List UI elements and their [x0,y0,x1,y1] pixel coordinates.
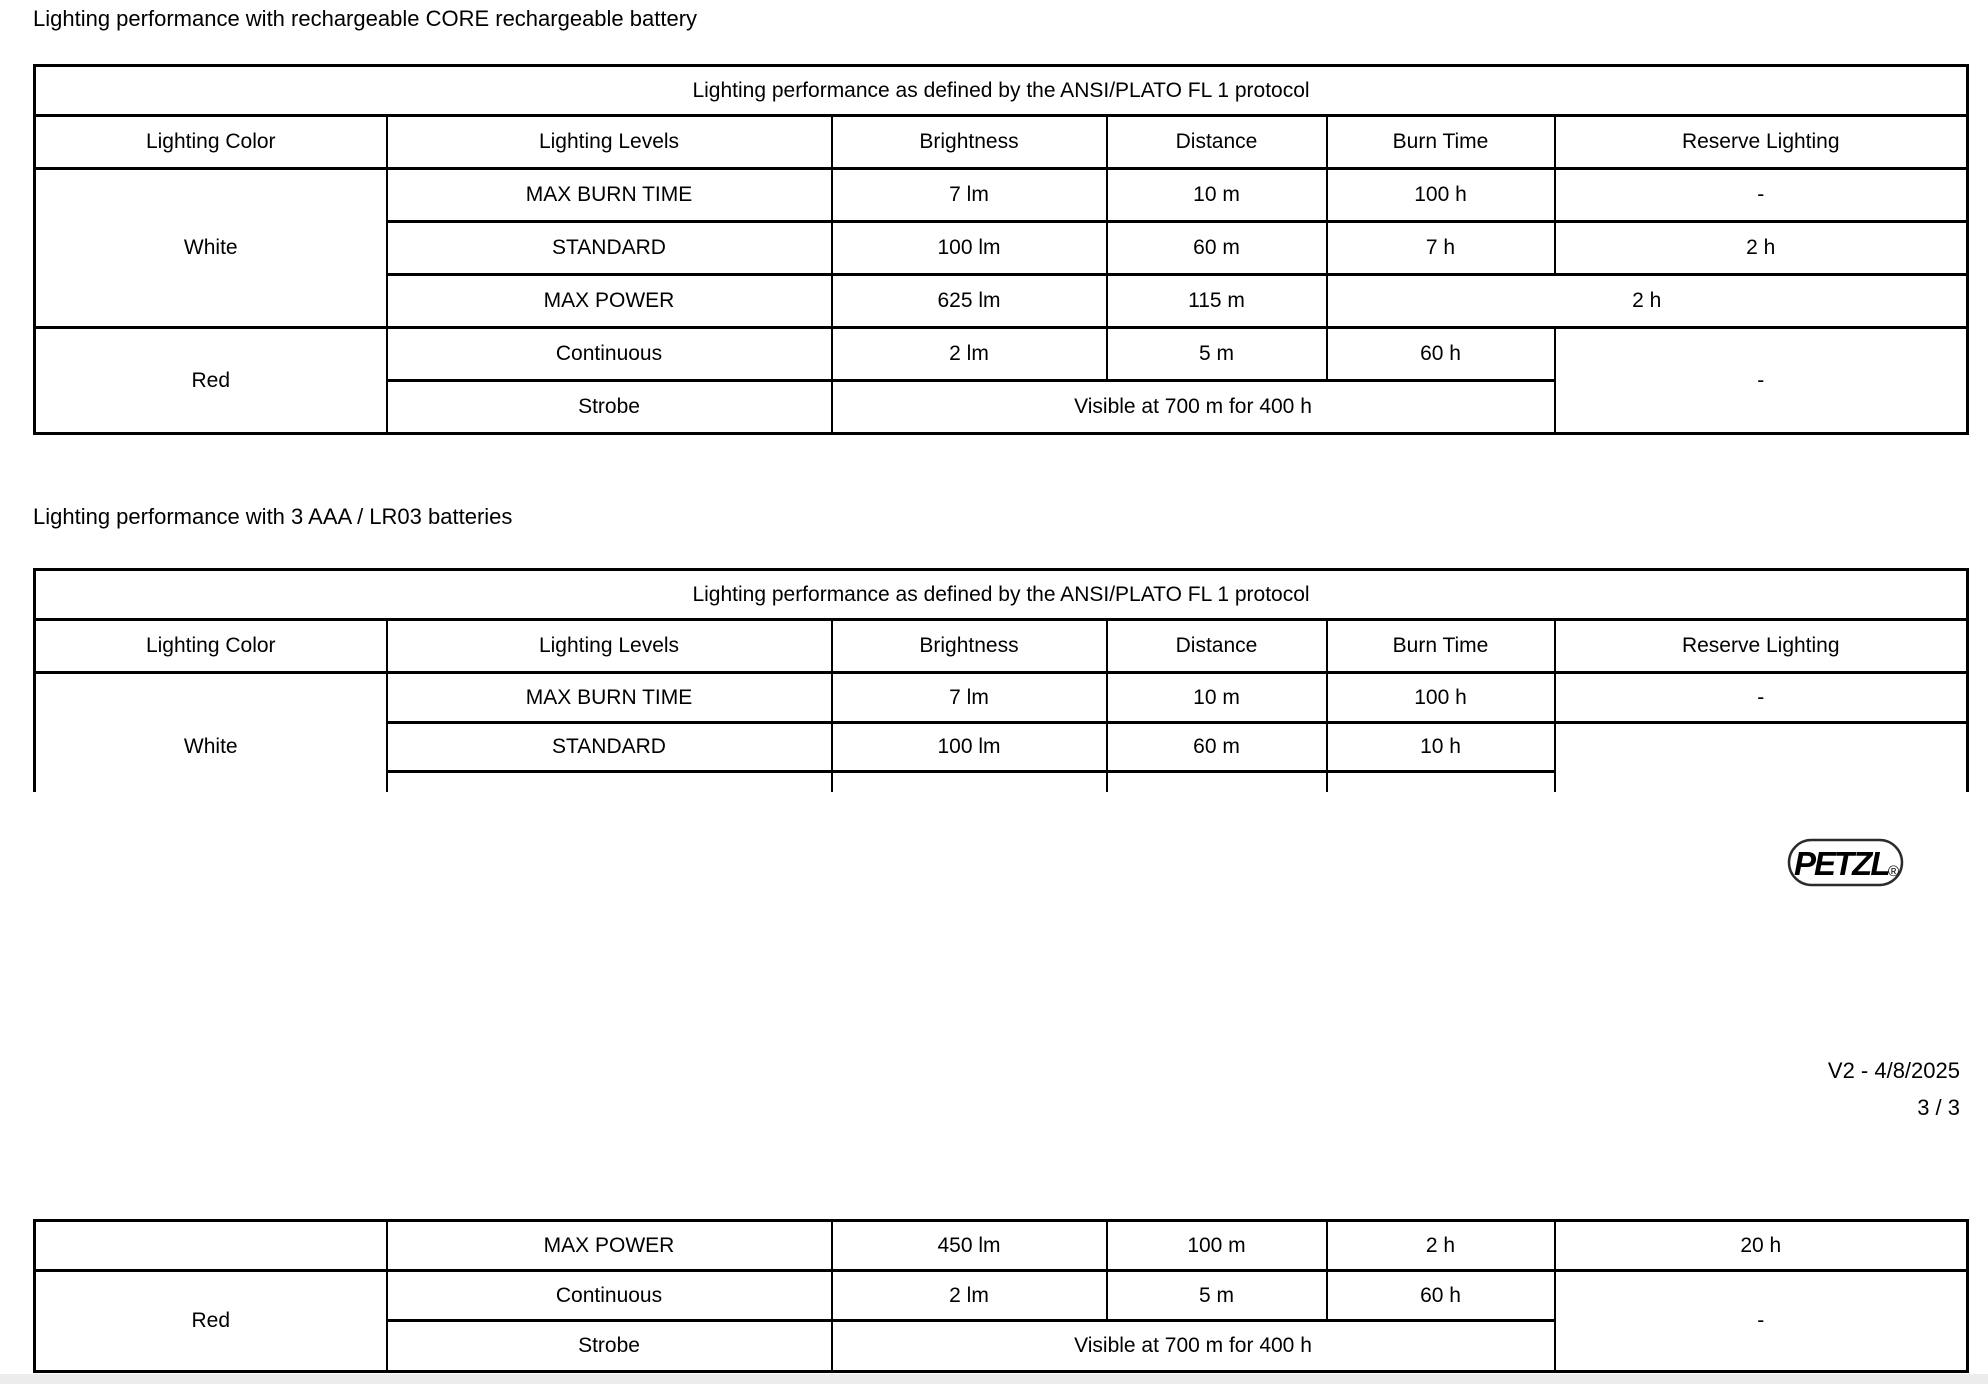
aaa-maxpower-burn: 2 h [1325,1219,1556,1272]
aaa-cut-levels-cell [385,770,833,792]
table-row: MAX POWER 450 lm 100 m 2 h 20 h [33,1219,1969,1272]
table-row: Red Continuous 2 lm 5 m 60 h - [33,326,1969,435]
petzl-logo: PETZL ® [1785,833,1910,891]
core-standard-level: STANDARD [385,220,833,276]
aaa-maxburn-reserve: - [1553,671,1969,724]
table-row: MAX POWER 625 lm 115 m 2 h [35,273,1969,329]
aaa-cut-distance-cell [1105,770,1328,792]
core-continuous-brightness: 2 lm [830,326,1108,382]
core-maxpower-brightness: 625 lm [830,273,1108,329]
core-maxpower-distance: 115 m [1105,273,1328,329]
aaa-standard-level: STANDARD [385,721,833,773]
aaa-table-top-fragment: Lighting performance as defined by the A… [33,568,1972,792]
aaa-maxpower-brightness: 450 lm [830,1219,1108,1272]
core-maxburn-brightness: 7 lm [830,167,1108,223]
aaa-col-header-distance: Distance [1105,618,1328,674]
aaa-maxburn-distance: 10 m [1105,671,1328,724]
core-col-header-burn: Burn Time [1325,114,1556,170]
core-maxpower-burn-reserve: 2 h [1325,273,1969,329]
petzl-logo-capsule [1787,838,1904,887]
aaa-cut-brightness-cell [830,770,1108,792]
aaa-col-header-burn: Burn Time [1325,618,1556,674]
petzl-logo-text: PETZL [1794,845,1889,882]
aaa-strobe-visibility: Visible at 700 m for 400 h [830,1319,1556,1373]
aaa-standard-distance: 60 m [1105,721,1328,773]
core-maxburn-burn: 100 h [1325,167,1556,223]
table-row-cut [35,770,1968,792]
table-row: White MAX BURN TIME 7 lm 10 m 100 h - [33,671,1969,792]
core-col-header-reserve: Reserve Lighting [1553,114,1969,170]
table-row: White MAX BURN TIME 7 lm 10 m 100 h - [33,167,1969,329]
aaa-maxpower-reserve: 20 h [1553,1219,1969,1272]
aaa-cut-burn-cell [1325,770,1556,792]
section-title-core: Lighting performance with rechargeable C… [33,6,698,31]
core-table: Lighting performance as defined by the A… [33,64,1970,435]
core-white-label: White [33,167,388,329]
table-row: Red Continuous 2 lm 5 m 60 h - [33,1269,1969,1373]
aaa-col-header-levels: Lighting Levels [385,618,833,674]
table-row: Strobe Visible at 700 m for 400 h [35,379,1968,435]
page-edge-strip [0,1374,1988,1384]
core-red-reserve: - [1553,326,1969,435]
core-standard-distance: 60 m [1105,220,1328,276]
aaa-maxpower-color-empty [33,1219,388,1272]
aaa-maxburn-burn: 100 h [1325,671,1556,724]
table-row: Strobe Visible at 700 m for 400 h [35,1319,1968,1373]
core-strobe-level: Strobe [385,379,833,435]
core-standard-reserve: 2 h [1553,220,1969,276]
core-col-header-brightness: Brightness [830,114,1108,170]
aaa-continuous-level: Continuous [385,1269,833,1322]
table-row: STANDARD 100 lm 60 m 7 h 2 h [35,220,1969,276]
aaa-red-label: Red [33,1269,388,1373]
core-standard-burn: 7 h [1325,220,1556,276]
core-standard-brightness: 100 lm [830,220,1108,276]
aaa-maxpower-level: MAX POWER [385,1219,833,1272]
core-maxpower-level: MAX POWER [385,273,833,329]
core-col-header-color: Lighting Color [33,114,388,170]
core-continuous-level: Continuous [385,326,833,382]
aaa-maxburn-brightness: 7 lm [830,671,1108,724]
aaa-col-header-brightness: Brightness [830,618,1108,674]
section-title-aaa: Lighting performance with 3 AAA / LR03 b… [33,504,513,529]
aaa-col-header-color: Lighting Color [33,618,388,674]
aaa-table-bottom-fragment: MAX POWER 450 lm 100 m 2 h 20 h Red Cont… [33,1219,1969,1373]
aaa-strobe-level: Strobe [385,1319,833,1373]
aaa-white-label: White [33,671,388,792]
core-protocol-header: Lighting performance as defined by the A… [33,64,1969,117]
petzl-registered-mark: ® [1888,863,1899,880]
table-row: STANDARD 100 lm 60 m 10 h [35,721,1969,792]
aaa-protocol-header: Lighting performance as defined by the A… [33,568,1969,621]
core-red-label: Red [33,326,388,435]
aaa-standard-reserve-empty [1553,721,1969,792]
core-continuous-burn: 60 h [1325,326,1556,382]
core-maxburn-reserve: - [1553,167,1969,223]
core-col-header-levels: Lighting Levels [385,114,833,170]
core-maxburn-distance: 10 m [1105,167,1328,223]
core-strobe-visibility: Visible at 700 m for 400 h [830,379,1556,435]
aaa-continuous-burn: 60 h [1325,1269,1556,1322]
aaa-continuous-distance: 5 m [1105,1269,1328,1322]
page-number: 3 / 3 [1917,1095,1960,1120]
aaa-col-header-reserve: Reserve Lighting [1553,618,1969,674]
aaa-continuous-brightness: 2 lm [830,1269,1108,1322]
aaa-maxpower-distance: 100 m [1105,1219,1328,1272]
aaa-red-reserve: - [1553,1269,1969,1373]
core-col-header-distance: Distance [1105,114,1328,170]
aaa-table-top: Lighting performance as defined by the A… [33,568,1970,792]
aaa-maxburn-level: MAX BURN TIME [385,671,833,724]
version-text: V2 - 4/8/2025 [1827,1058,1960,1083]
core-maxburn-level: MAX BURN TIME [385,167,833,223]
petzl-logo-graphic: PETZL ® [1787,838,1904,887]
aaa-standard-burn: 10 h [1325,721,1556,773]
core-continuous-distance: 5 m [1105,326,1328,382]
aaa-standard-brightness: 100 lm [830,721,1108,773]
